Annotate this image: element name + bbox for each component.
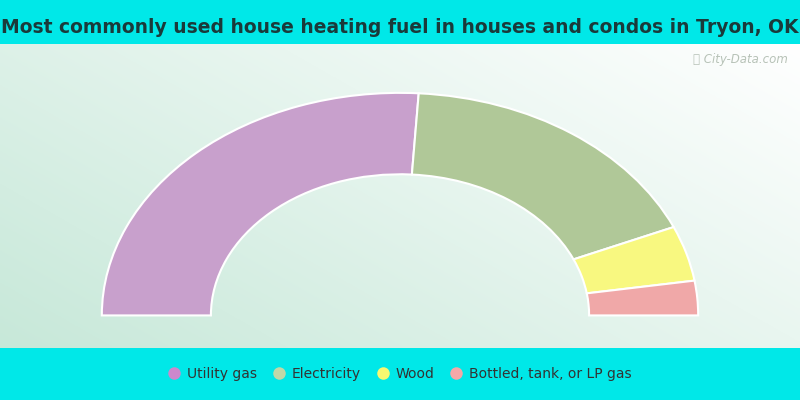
Text: Most commonly used house heating fuel in houses and condos in Tryon, OK: Most commonly used house heating fuel in… xyxy=(2,18,798,37)
Wedge shape xyxy=(412,93,674,259)
Wedge shape xyxy=(102,93,418,316)
Wedge shape xyxy=(586,281,698,316)
Wedge shape xyxy=(574,227,694,293)
Legend: Utility gas, Electricity, Wood, Bottled, tank, or LP gas: Utility gas, Electricity, Wood, Bottled,… xyxy=(163,362,637,386)
Text: Ⓢ City-Data.com: Ⓢ City-Data.com xyxy=(693,53,788,66)
